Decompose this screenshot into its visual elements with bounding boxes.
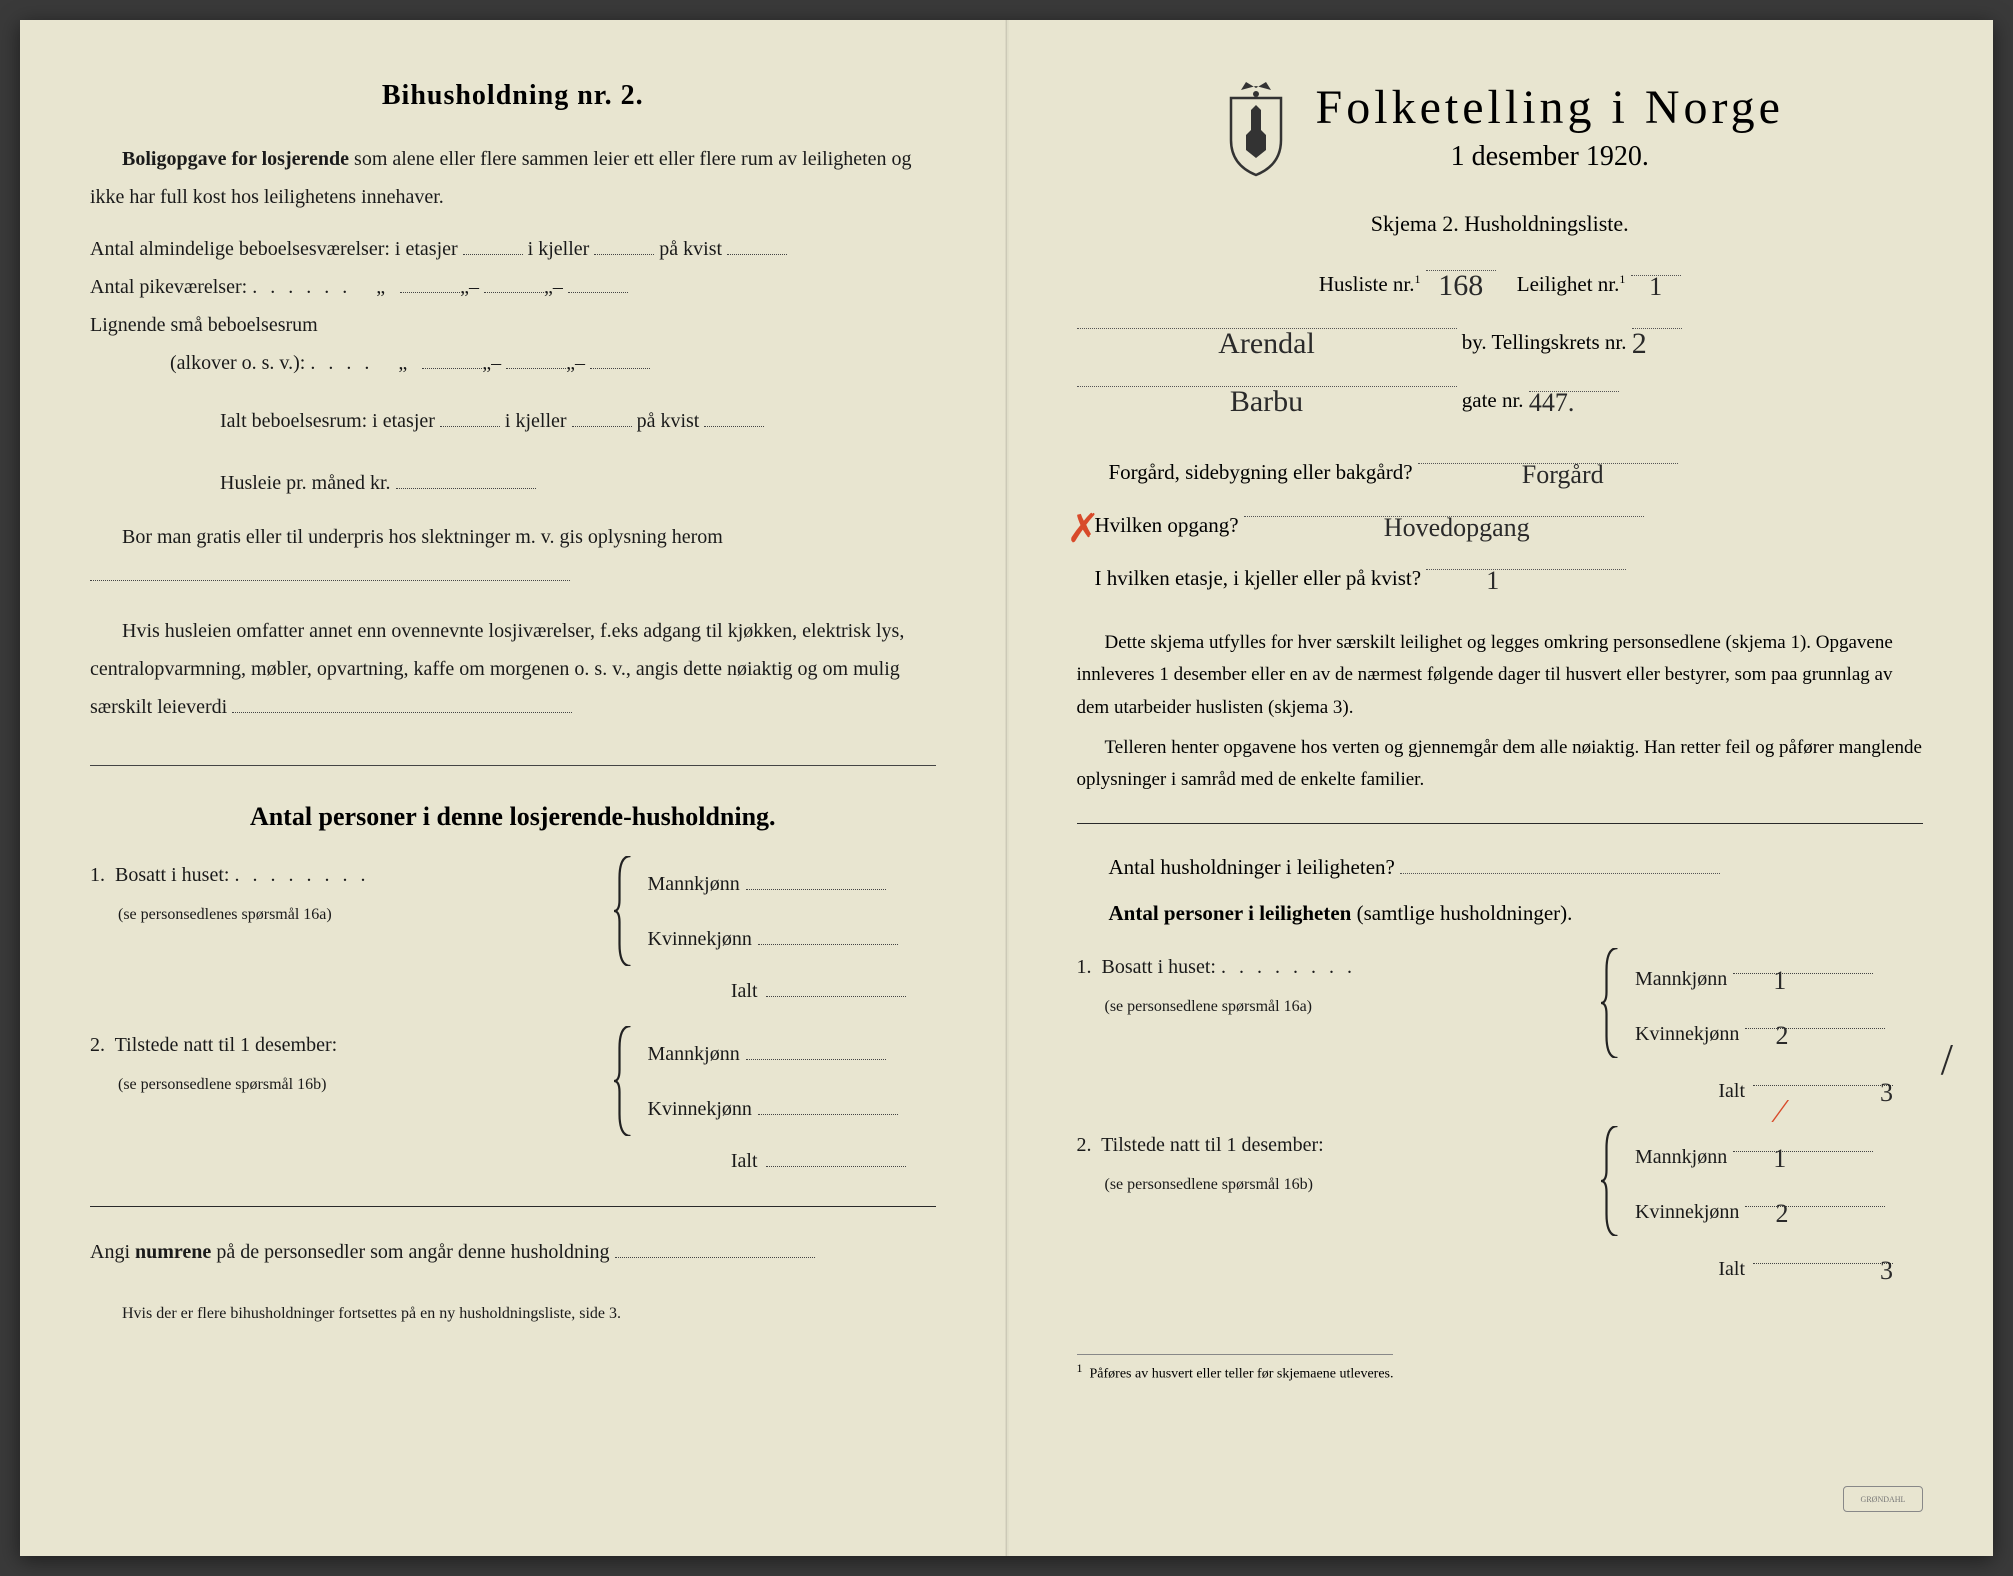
line-lignende: Lignende små beboelsesrum (alkover o. s.… — [90, 306, 936, 382]
brace-icon — [614, 1026, 636, 1136]
blank — [572, 405, 632, 427]
by-line: Arendal by. Tellingskrets nr. 2 — [1077, 307, 1924, 365]
left-q1: 1. Bosatt i huset: . . . . . . . . (se p… — [90, 856, 936, 966]
main-title: Folketelling i Norge — [1316, 80, 1784, 135]
blank — [594, 233, 654, 255]
divider — [1077, 823, 1924, 824]
line-ialtbeb: Ialt beboelsesrum: i etasjer i kjeller p… — [220, 402, 936, 440]
right-q2-ialt: Ialt3 — [1077, 1242, 1924, 1288]
instructions-2: Telleren henter opgavene hos verten og g… — [1077, 732, 1924, 797]
left-page: Bihusholdning nr. 2. Boligopgave for los… — [20, 20, 1007, 1556]
left-title: Bihusholdning nr. 2. — [90, 80, 936, 112]
left-q2-ialt: Ialt — [90, 1142, 936, 1180]
gate-line: Barbu gate nr. 447. — [1077, 365, 1924, 423]
blank — [463, 233, 523, 255]
right-footnote: 1 Påføres av husvert eller teller før sk… — [1077, 1354, 1394, 1383]
line-almindelige: Antal almindelige beboelsesværelser: i e… — [90, 230, 936, 268]
left-footnote: Hvis der er flere bihusholdninger fortse… — [90, 1299, 936, 1329]
subsection-title: Antal personer i denne losjerende-hushol… — [90, 802, 936, 832]
left-q1-ialt: Ialt — [90, 972, 936, 1010]
right-q2: 2. Tilstede natt til 1 desember: (se per… — [1077, 1126, 1924, 1236]
antal-pers-line: Antal personer i leiligheten (samtlige h… — [1077, 890, 1924, 936]
blank — [506, 347, 566, 369]
right-q1-ialt: ⁄ Ialt3 / — [1077, 1064, 1924, 1110]
antal-hush-line: Antal husholdninger i leiligheten? — [1077, 844, 1924, 890]
header: Folketelling i Norge 1 desember 1920. — [1077, 80, 1924, 201]
intro-bold: Boligopgave for losjerende — [122, 148, 349, 170]
line-husleie: Husleie pr. måned kr. — [220, 464, 936, 502]
brace-icon — [1601, 1126, 1623, 1236]
left-q2: 2. Tilstede natt til 1 desember: (se per… — [90, 1026, 936, 1136]
etasje-line: I hvilken etasje, i kjeller eller på kvi… — [1077, 548, 1924, 601]
census-document: Bihusholdning nr. 2. Boligopgave for los… — [20, 20, 1993, 1556]
blank — [396, 467, 536, 489]
right-q1: 1. Bosatt i huset: . . . . . . . . (se p… — [1077, 948, 1924, 1058]
right-page: Folketelling i Norge 1 desember 1920. Sk… — [1007, 20, 1994, 1556]
brace-icon — [614, 856, 636, 966]
schema-line: Skjema 2. Husholdningsliste. — [1077, 211, 1924, 237]
blank — [400, 271, 460, 293]
husliste-line: Husliste nr.1 168 Leilighet nr.1 1 — [1077, 249, 1924, 307]
blank — [704, 405, 764, 427]
blank — [484, 271, 544, 293]
blank — [90, 559, 570, 581]
brace-icon — [1601, 948, 1623, 1058]
tally-mark-icon: / — [1941, 1018, 1953, 1102]
subtitle: 1 desember 1920. — [1316, 141, 1784, 173]
blank — [590, 347, 650, 369]
opgang-line: ✗ Hvilken opgang? Hovedopgang — [1077, 495, 1924, 548]
line-pike: Antal pikeværelser: . . . . . . „ „– „– — [90, 268, 936, 306]
forgard-line: Forgård, sidebygning eller bakgård? Forg… — [1077, 442, 1924, 495]
printer-stamp-icon: GRØNDAHL — [1843, 1486, 1923, 1512]
instructions-1: Dette skjema utfylles for hver særskilt … — [1077, 627, 1924, 724]
line-hvis: Hvis husleien omfatter annet enn ovennev… — [90, 612, 936, 726]
blank — [232, 691, 572, 713]
blank — [568, 271, 628, 293]
blank — [727, 233, 787, 255]
blank-line — [90, 744, 936, 766]
blank — [440, 405, 500, 427]
divider — [90, 1206, 936, 1207]
line-angi: Angi numrene på de personsedler som angå… — [90, 1233, 936, 1271]
blank — [422, 347, 482, 369]
line-gratis: Bor man gratis eller til underpris hos s… — [90, 518, 936, 594]
coat-of-arms-icon — [1216, 80, 1296, 180]
intro-paragraph: Boligopgave for losjerende som alene ell… — [90, 140, 936, 216]
